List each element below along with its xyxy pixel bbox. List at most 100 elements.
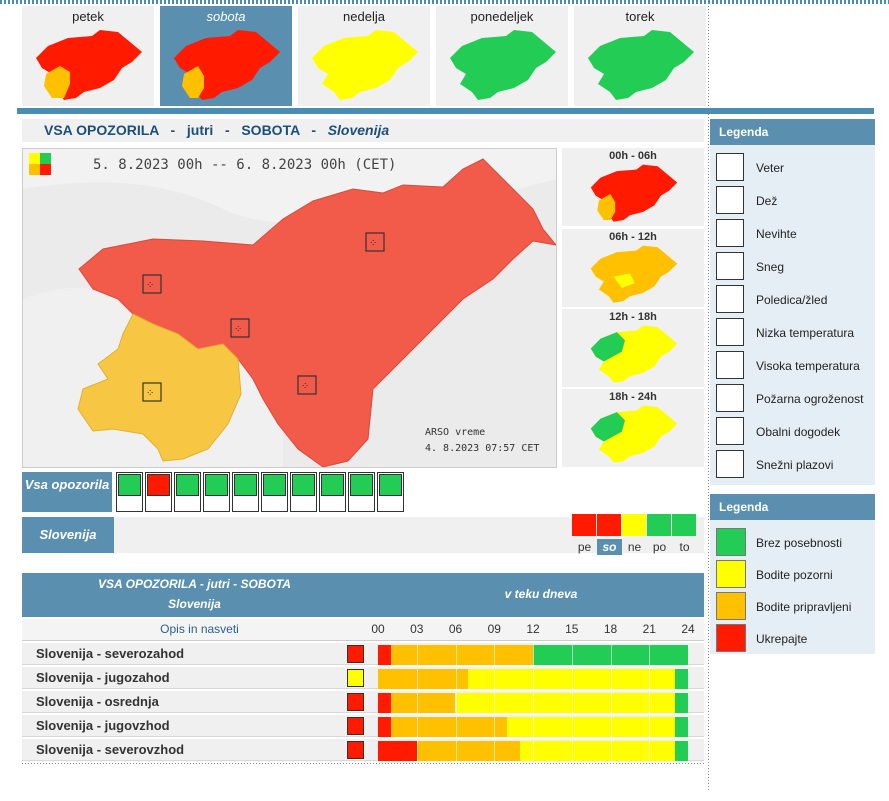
week-day[interactable]: ne [622, 514, 647, 555]
grid-line [571, 693, 573, 713]
legend-label: Poledica/žled [756, 293, 828, 307]
timeline-segment [378, 741, 417, 761]
grid-line [494, 645, 496, 665]
avalanche-icon [716, 450, 744, 478]
week-day[interactable]: to [672, 514, 697, 555]
row-region-name: Slovenija - jugozahod [36, 670, 170, 685]
rain-icon[interactable] [347, 693, 364, 711]
day-tab-petek[interactable]: petek [22, 6, 154, 106]
timeline-bar [378, 645, 688, 665]
rain-icon[interactable] [347, 645, 364, 663]
grid-line [455, 693, 457, 713]
period-06-12[interactable]: 06h - 12h [562, 229, 704, 307]
wind-icon[interactable] [116, 472, 143, 512]
slovenia-mini-map [174, 30, 280, 100]
timeline-segment [390, 717, 508, 737]
timeline-segment [378, 693, 391, 713]
table-row[interactable]: Slovenija - osrednja [22, 691, 704, 713]
grid-line [610, 669, 612, 689]
grid-line [649, 645, 651, 665]
fire-icon[interactable] [319, 472, 346, 512]
grid-line [571, 669, 573, 689]
legend-label: Požarna ogroženost [756, 392, 864, 406]
period-map [590, 164, 678, 222]
description-link[interactable]: Opis in nasveti [160, 622, 239, 636]
day-tab-torek[interactable]: torek [574, 6, 706, 106]
table-row[interactable]: Slovenija - jugozahod [22, 667, 704, 689]
week-day[interactable]: po [647, 514, 672, 555]
grid-line [610, 741, 612, 761]
timeline-bar [378, 693, 688, 713]
rain-icon[interactable] [145, 472, 172, 512]
period-map [590, 245, 678, 303]
title-region: Slovenija [327, 122, 390, 138]
grid-line [571, 717, 573, 737]
row-region-name: Slovenija - severozahod [36, 646, 185, 661]
timeline-segment [416, 741, 521, 761]
grid-line [610, 645, 612, 665]
table-region: Slovenija [168, 597, 221, 611]
table-row[interactable]: Slovenija - severovzhod [22, 739, 704, 761]
hour-tick: 21 [642, 622, 656, 636]
rain-icon[interactable] [347, 669, 364, 687]
title-separator: - [225, 122, 230, 138]
grid-line [610, 717, 612, 737]
coastal-icon[interactable] [348, 472, 375, 512]
level-swatch [716, 624, 746, 652]
title-dayname: SOBOTA [241, 122, 300, 138]
table-title: VSA OPOZORILA - jutri - SOBOTA [98, 577, 291, 591]
ice-icon[interactable] [232, 472, 259, 512]
level-swatch [716, 560, 746, 588]
title-separator: - [311, 122, 317, 138]
table-row[interactable]: Slovenija - severozahod [22, 643, 704, 665]
svg-text:⁘: ⁘ [234, 324, 242, 335]
rain-icon[interactable] [347, 717, 364, 735]
grid-line [494, 741, 496, 761]
period-18-24[interactable]: 18h - 24h [562, 389, 704, 467]
map-issued: 4. 8.2023 07:57 CET [425, 443, 540, 454]
legend-label: Brez posebnosti [756, 536, 843, 550]
timeline-bar [378, 669, 688, 689]
day-tab-ponedeljek[interactable]: ponedeljek [436, 6, 568, 106]
legend-label: Nevihte [756, 227, 797, 241]
thunderstorm-icon[interactable] [174, 472, 201, 512]
hour-tick: 00 [371, 622, 385, 636]
high-temperature-icon[interactable] [290, 472, 317, 512]
thunderstorm-icon [716, 219, 744, 247]
grid-line [533, 717, 534, 737]
low-temperature-icon[interactable] [261, 472, 288, 512]
grid-line [649, 693, 651, 713]
period-00-06[interactable]: 00h - 06h [562, 148, 704, 226]
map-period: 5. 8.2023 00h -- 6. 8.2023 00h (CET) [93, 157, 397, 173]
grid-line [533, 645, 534, 665]
hour-tick: 03 [410, 622, 424, 636]
section-divider [17, 108, 874, 114]
grid-line [416, 717, 418, 737]
grid-line [649, 669, 651, 689]
day-tab-label: sobota [206, 9, 246, 24]
warning-map: ⁘ ⁘ ⁘ ⁘ ⁘ 5. 8.2023 00h -- 6. 8.2023 00h (CE… [22, 148, 557, 468]
snow-icon[interactable] [203, 472, 230, 512]
grid-line [494, 669, 496, 689]
legend-levels: Legenda Brez posebnosti Bodite pozorni Bod… [710, 494, 875, 654]
period-label: 00h - 06h [609, 150, 657, 162]
grid-line [455, 717, 457, 737]
period-label: 12h - 18h [609, 311, 657, 323]
grid-line [416, 693, 418, 713]
avalanche-icon[interactable] [377, 472, 404, 512]
period-12-18[interactable]: 12h - 18h [562, 309, 704, 387]
week-day[interactable]: so [597, 514, 622, 555]
row-region-name: Slovenija - jugovzhod [36, 718, 170, 733]
table-row[interactable]: Slovenija - jugovzhod [22, 715, 704, 737]
snow-icon [716, 252, 744, 280]
day-tab-nedelja[interactable]: nedelja [298, 6, 430, 106]
day-tab-sobota[interactable]: sobota [160, 6, 292, 106]
hour-tick: 15 [565, 622, 579, 636]
rain-icon[interactable] [347, 741, 364, 759]
svg-text:⁘: ⁘ [146, 388, 154, 399]
slovenia-mini-map [588, 30, 694, 100]
week-day[interactable]: pe [572, 514, 597, 555]
fire-icon [716, 384, 744, 412]
grid-line [416, 741, 418, 761]
title-separator: - [170, 122, 176, 138]
